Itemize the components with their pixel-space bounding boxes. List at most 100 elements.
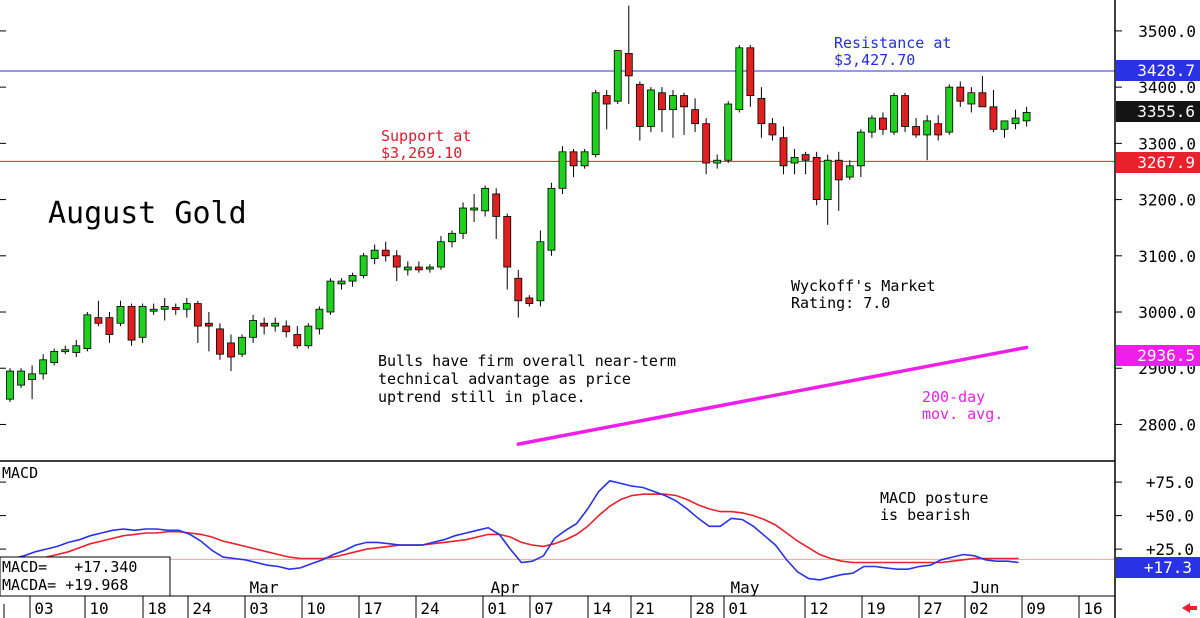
candle <box>879 112 887 135</box>
candle <box>647 87 655 133</box>
date-tick-label: 12 <box>809 599 828 618</box>
candle <box>868 115 876 138</box>
candle <box>624 5 633 105</box>
candle <box>238 334 246 357</box>
candle <box>591 89 600 158</box>
candle-body <box>249 320 258 338</box>
candle <box>967 87 976 113</box>
date-tick-label: 01 <box>728 599 747 618</box>
candle-body <box>735 47 744 111</box>
candle <box>890 92 898 135</box>
candle-body <box>403 266 412 271</box>
date-tick-label: 18 <box>147 599 166 618</box>
candle-body <box>1011 117 1020 125</box>
candle-body <box>503 216 512 268</box>
candle <box>492 188 501 239</box>
candle-body <box>94 317 103 324</box>
resistance-price-badge: 3428.7 <box>1116 60 1200 81</box>
macd-value-badge: +17.3 <box>1116 557 1200 578</box>
candle-body <box>72 345 81 353</box>
candle <box>249 314 258 343</box>
candle-body <box>337 280 346 285</box>
resistance-price-badge-text: 3428.7 <box>1137 61 1195 80</box>
candle <box>448 230 456 248</box>
support-label-line2: $3,269.10 <box>381 144 462 162</box>
candle-body <box>149 308 158 312</box>
candles-layer <box>6 5 1031 402</box>
candle <box>536 230 545 307</box>
candle-body <box>470 207 479 211</box>
candle-body <box>613 50 622 102</box>
candle-body <box>856 131 865 167</box>
wyckoff-rating-line1: Wyckoff's Market <box>791 277 936 295</box>
candle <box>72 340 81 357</box>
price-tick-label: 3400.0 <box>1138 78 1196 97</box>
candle <box>437 236 445 270</box>
candle-body <box>768 123 777 136</box>
moving-average-badge-text: 2936.5 <box>1137 346 1195 365</box>
candle <box>359 252 368 279</box>
candle <box>171 303 180 315</box>
candle <box>779 126 788 175</box>
candle-body <box>392 255 401 268</box>
candle <box>127 303 136 346</box>
candle <box>669 89 677 138</box>
candle-body <box>746 47 755 96</box>
candle <box>149 303 158 315</box>
candle-body <box>912 126 920 136</box>
candle <box>702 118 711 175</box>
date-tick-label: 10 <box>89 599 108 618</box>
candle-body <box>647 89 655 127</box>
candle-body <box>890 95 898 133</box>
candle-body <box>359 255 368 276</box>
candle <box>912 118 920 138</box>
candle <box>83 312 92 352</box>
last-price-badge-text: 3355.6 <box>1137 102 1195 121</box>
candle <box>956 81 965 107</box>
candle <box>160 297 169 321</box>
candle-body <box>680 95 688 108</box>
candle <box>978 75 987 108</box>
date-tick-label: 09 <box>1026 599 1045 618</box>
candle <box>757 87 766 138</box>
candle-body <box>978 92 987 108</box>
candle-body <box>304 325 313 347</box>
candle <box>823 154 832 225</box>
candle-body <box>282 325 291 333</box>
candle-body <box>547 187 556 251</box>
candle-body <box>1022 112 1031 122</box>
candle <box>481 185 490 217</box>
candle <box>812 151 821 206</box>
candle <box>282 320 291 338</box>
candle-body <box>193 303 202 327</box>
candle-body <box>227 342 235 358</box>
candle <box>735 44 744 113</box>
date-tick-label: 21 <box>635 599 654 618</box>
macd-legend-macd: MACD= +17.340 <box>2 558 137 576</box>
candle-body <box>425 266 434 270</box>
date-tick-label: 14 <box>592 599 611 618</box>
candle-body <box>834 159 843 181</box>
candle-body <box>127 305 136 341</box>
date-tick-label: 19 <box>866 599 885 618</box>
candle <box>724 101 733 164</box>
candle-body <box>801 154 810 161</box>
candle <box>50 348 59 366</box>
candle <box>293 326 302 349</box>
candle <box>945 84 954 135</box>
candle <box>901 92 909 133</box>
candle <box>204 312 213 352</box>
candle <box>182 297 191 318</box>
candle-body <box>238 336 246 355</box>
scroll-left-arrow-icon[interactable] <box>1182 603 1197 613</box>
candle <box>834 151 843 211</box>
candle <box>39 354 48 380</box>
candle-body <box>669 95 677 111</box>
candle-body <box>624 53 633 77</box>
candle <box>6 368 14 402</box>
candle <box>801 151 810 175</box>
candle <box>1022 106 1031 127</box>
candle-body <box>370 249 379 260</box>
candle-body <box>956 86 965 102</box>
